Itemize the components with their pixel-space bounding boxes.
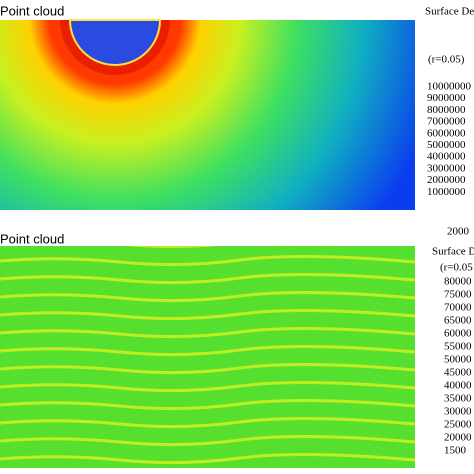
legend-tick-label: 80000 xyxy=(444,276,472,288)
legend-tick-label: 25000 xyxy=(444,419,472,431)
legend-tick-label: 75000 xyxy=(444,289,472,301)
legend-tick-label: 9000000 xyxy=(427,92,466,104)
legend-tick-label: 65000 xyxy=(444,315,472,327)
legend-tick-label: 30000 xyxy=(444,406,472,418)
panel-label: Point cloud xyxy=(0,231,64,246)
legend-tick-label: 50000 xyxy=(444,354,472,366)
point-cloud-heat xyxy=(0,20,415,210)
legend-tick-label: 3000000 xyxy=(427,162,466,174)
legend-tick-label: 70000 xyxy=(444,302,472,314)
top-panel: Point cloud Surface De (r=0.05) 2000 xyxy=(0,3,474,238)
legend-tick-label: 55000 xyxy=(444,341,472,353)
legend-tick-label: 35000 xyxy=(444,393,472,405)
legend-subtitle: (r=0.05) xyxy=(428,54,465,66)
bottom-panel: Point cloud Surface D (r=0.05 xyxy=(0,231,474,468)
legend-subtitle: (r=0.05 xyxy=(440,262,473,274)
panel-label: Point cloud xyxy=(0,3,64,18)
legend-tick-label: 5000000 xyxy=(427,139,466,151)
legend-tick-label: 6000000 xyxy=(427,127,466,139)
legend-tick-label: 1500 xyxy=(444,445,467,457)
legend-tick-label: 7000000 xyxy=(427,116,466,128)
legend-tick-label: 20000 xyxy=(444,432,472,444)
legend-tick-label: 1000000 xyxy=(427,186,466,198)
legend-title: Surface De xyxy=(425,6,474,18)
point-cloud-image xyxy=(0,246,415,468)
legend-title: Surface D xyxy=(432,246,474,258)
legend-tick-label: 45000 xyxy=(444,367,472,379)
legend-tick-label: 10000000 xyxy=(427,81,472,93)
legend-tick-label: 60000 xyxy=(444,328,472,340)
hole xyxy=(68,19,162,66)
legend-tick-label: 40000 xyxy=(444,380,472,392)
legend-tick-label: 2000000 xyxy=(427,174,466,186)
legend-tick-label: 4000000 xyxy=(427,151,466,163)
legend-bottom: 2000 xyxy=(447,226,470,238)
legend-tick-label: 8000000 xyxy=(427,104,466,116)
